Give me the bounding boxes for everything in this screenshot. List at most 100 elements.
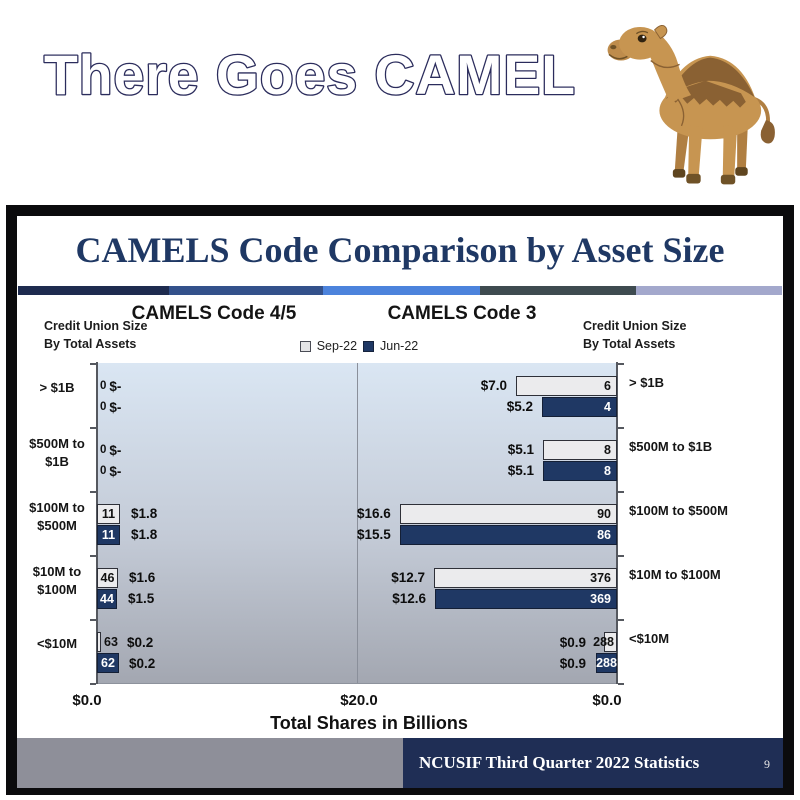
x-tick-center-20: $20.0: [340, 692, 378, 709]
data-bar: 86: [399, 525, 617, 545]
value-label: $1.8: [131, 527, 158, 543]
left-axis-tick: [90, 363, 96, 365]
camel-mouth: [608, 54, 628, 60]
count-label: 44: [100, 591, 114, 606]
value-label: $1.5: [128, 591, 155, 607]
credit-union-size-note-left: Credit Union Size By Total Assets: [44, 319, 148, 352]
right-axis-tick: [618, 555, 624, 557]
panel-header-camels-4-5: CAMELS Code 4/5: [131, 303, 297, 324]
camel-far-rear-leg: [737, 125, 748, 170]
camel-tail-tuft: [760, 120, 775, 144]
right-axis-tick: [618, 491, 624, 493]
count-label: 11: [101, 527, 116, 542]
value-label: $0.2: [129, 656, 156, 671]
value-label: $-: [109, 378, 122, 394]
count-label: 288: [596, 655, 617, 670]
data-bar: 90: [399, 504, 617, 524]
bar-row: 46 $1.6: [97, 568, 357, 588]
data-bar: 376: [434, 568, 617, 588]
value-label: $12.7: [391, 570, 425, 586]
left-axis-tick: [90, 427, 96, 429]
right-axis-tick: [618, 363, 624, 365]
legend-label-jun-22: Jun-22: [380, 339, 419, 353]
value-label: $5.1: [507, 442, 534, 458]
panel-header-camels-3: CAMELS Code 3: [387, 303, 537, 324]
category-label-right: $10M to $100M: [629, 567, 721, 582]
camel-neck-line: [650, 60, 680, 69]
x-tick-right-zero: $0.0: [592, 692, 622, 709]
count-label: 0: [100, 401, 107, 413]
left-axis-tick: [90, 683, 96, 685]
value-label: $0.2: [127, 635, 154, 650]
bar-row: 0 $-: [97, 397, 357, 417]
count-label: 62: [101, 655, 115, 670]
camel-eye-highlight: [642, 35, 645, 39]
right-axis-tick: [618, 619, 624, 621]
meme-title-text: There Goes CAMEL: [44, 43, 576, 106]
value-label: $-: [109, 442, 122, 458]
camel-far-front-leg: [674, 127, 690, 172]
divider-segment: [323, 286, 480, 295]
data-bar: [97, 632, 101, 652]
bar-row: $16.6 90: [357, 504, 617, 524]
page-number: 9: [764, 757, 770, 771]
count-label: 376: [590, 570, 611, 585]
count-label: 288: [593, 635, 614, 649]
footer-gray-block: [17, 738, 403, 788]
bar-row: $5.1 8: [357, 440, 617, 460]
count-label: 90: [597, 506, 611, 521]
count-label: 4: [604, 399, 611, 414]
data-bar: 46: [97, 568, 118, 588]
left-axis-tick: [90, 619, 96, 621]
camel-nostril: [610, 45, 617, 50]
camel-hump-fur-fringe: [669, 80, 746, 108]
bar-row: 288 $0.9: [357, 653, 617, 673]
camel-chest-line: [677, 98, 685, 127]
data-bar: 11: [97, 504, 120, 524]
category-label-left: $500M to $1B: [29, 436, 85, 469]
slide-content: CAMELS Code Comparison by Asset Size CAM…: [17, 216, 783, 788]
value-label: $-: [109, 463, 122, 479]
right-axis-tick: [618, 427, 624, 429]
meme-title: There Goes CAMEL: [43, 42, 577, 108]
category-label-right: $100M to $500M: [629, 503, 728, 518]
data-bar: 369: [435, 589, 617, 609]
camel-near-front-leg: [688, 125, 703, 176]
count-label: 8: [604, 463, 611, 478]
bar-row: $7.0 6: [357, 376, 617, 396]
count-label: 63: [104, 635, 118, 649]
count-label: 8: [604, 442, 611, 457]
bar-row: $15.5 86: [357, 525, 617, 545]
data-bar: 11: [97, 525, 120, 545]
center-gridline-20b: [357, 363, 358, 683]
count-label: 369: [590, 591, 611, 606]
credit-union-size-note-right: Credit Union Size By Total Assets: [583, 319, 687, 352]
bar-row: $5.2 4: [357, 397, 617, 417]
data-bar: 8: [543, 461, 617, 481]
value-label: $16.6: [357, 506, 391, 522]
camel-eyelid-line: [635, 30, 649, 35]
camel-hump-fur: [666, 57, 755, 99]
divider-segment: [169, 286, 323, 295]
value-label: $0.9: [559, 635, 586, 650]
camel-ear: [653, 25, 668, 40]
chart-legend: Sep-22 Jun-22: [259, 339, 459, 353]
bar-row: 0 $-: [97, 461, 357, 481]
data-bar: 44: [97, 589, 117, 609]
count-label: 0: [100, 444, 107, 456]
value-label: $5.1: [507, 463, 534, 479]
category-label-right: <$10M: [629, 631, 670, 646]
bar-row: 44 $1.5: [97, 589, 357, 609]
divider-segment: [18, 286, 169, 295]
left-axis-tick: [90, 555, 96, 557]
slide-title: CAMELS Code Comparison by Asset Size: [75, 230, 725, 270]
x-axis-title: Total Shares in Billions: [270, 713, 468, 733]
bar-row: 0 $-: [97, 440, 357, 460]
bar-row: $12.6 369: [357, 589, 617, 609]
category-label-left: $100M to $500M: [29, 500, 85, 533]
bar-row: 11 $1.8: [97, 504, 357, 524]
bar-row: 0 $-: [97, 376, 357, 396]
count-label: 6: [604, 378, 611, 393]
count-label: 46: [100, 570, 115, 585]
footer-navy-block: NCUSIF Third Quarter 2022 Statistics 9: [403, 738, 783, 788]
